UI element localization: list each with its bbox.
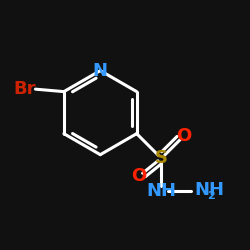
Text: O: O — [176, 127, 191, 145]
Text: NH: NH — [146, 182, 176, 200]
Text: S: S — [155, 149, 168, 167]
Text: 2: 2 — [207, 191, 214, 201]
Text: N: N — [93, 62, 108, 80]
Text: NH: NH — [195, 181, 225, 199]
Text: Br: Br — [13, 80, 36, 98]
Text: O: O — [132, 167, 147, 185]
